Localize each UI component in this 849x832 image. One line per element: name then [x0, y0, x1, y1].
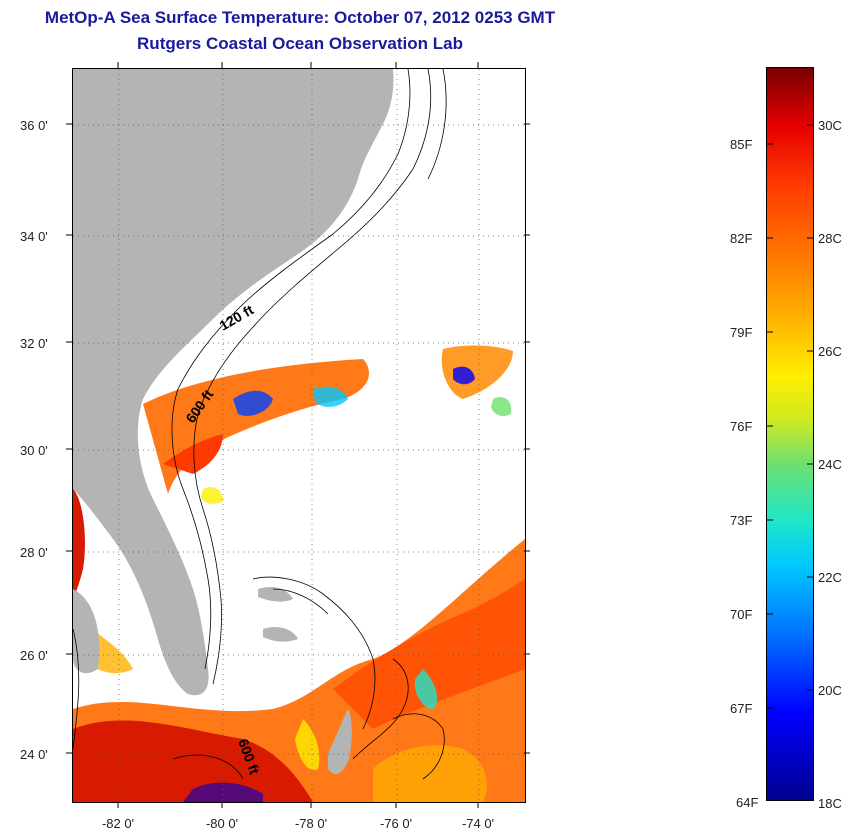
colorbar-label-22c: 22C	[818, 570, 842, 585]
colorbar-label-26c: 26C	[818, 344, 842, 359]
latitude-label-26: 26 0'	[20, 648, 48, 663]
colorbar-label-64f: 64F	[736, 795, 759, 810]
colorbar-label-79f: 79F	[730, 325, 753, 340]
longitude-label-80: -80 0'	[205, 816, 239, 831]
colorbar-label-70f: 70F	[730, 607, 753, 622]
colorbar-label-20c: 20C	[818, 683, 842, 698]
latitude-label-28: 28 0'	[20, 545, 48, 560]
colorbar-label-73f: 73F	[730, 513, 753, 528]
colorbar-label-85f: 85F	[730, 137, 753, 152]
colorbar-label-30c: 30C	[818, 118, 842, 133]
latitude-label-36: 36 0'	[20, 118, 48, 133]
temperature-colorbar	[766, 67, 814, 801]
colorbar-label-28c: 28C	[818, 231, 842, 246]
map-title: MetOp-A Sea Surface Temperature: October…	[44, 8, 556, 27]
longitude-label-74: -74 0'	[461, 816, 495, 831]
land-mass	[73, 69, 394, 775]
latitude-label-32: 32 0'	[20, 336, 48, 351]
longitude-label-78: -78 0'	[294, 816, 328, 831]
map-subtitle: Rutgers Coastal Ocean Observation Lab	[137, 34, 463, 53]
colorbar-label-67f: 67F	[730, 701, 753, 716]
sea-surface-temperature-map: 120 ft 600 ft 600 ft	[72, 68, 526, 803]
colorbar-label-18c: 18C	[818, 796, 842, 811]
latitude-label-30: 30 0'	[20, 443, 48, 458]
colorbar-label-82f: 82F	[730, 231, 753, 246]
latitude-label-24: 24 0'	[20, 747, 48, 762]
longitude-label-82: -82 0'	[101, 816, 135, 831]
bathymetry-contours	[73, 69, 447, 780]
sst-data-north	[143, 345, 513, 504]
lat-lon-grid	[73, 69, 525, 802]
colorbar-label-76f: 76F	[730, 419, 753, 434]
latitude-label-34: 34 0'	[20, 229, 48, 244]
longitude-label-76: -76 0'	[379, 816, 413, 831]
colorbar-label-24c: 24C	[818, 457, 842, 472]
